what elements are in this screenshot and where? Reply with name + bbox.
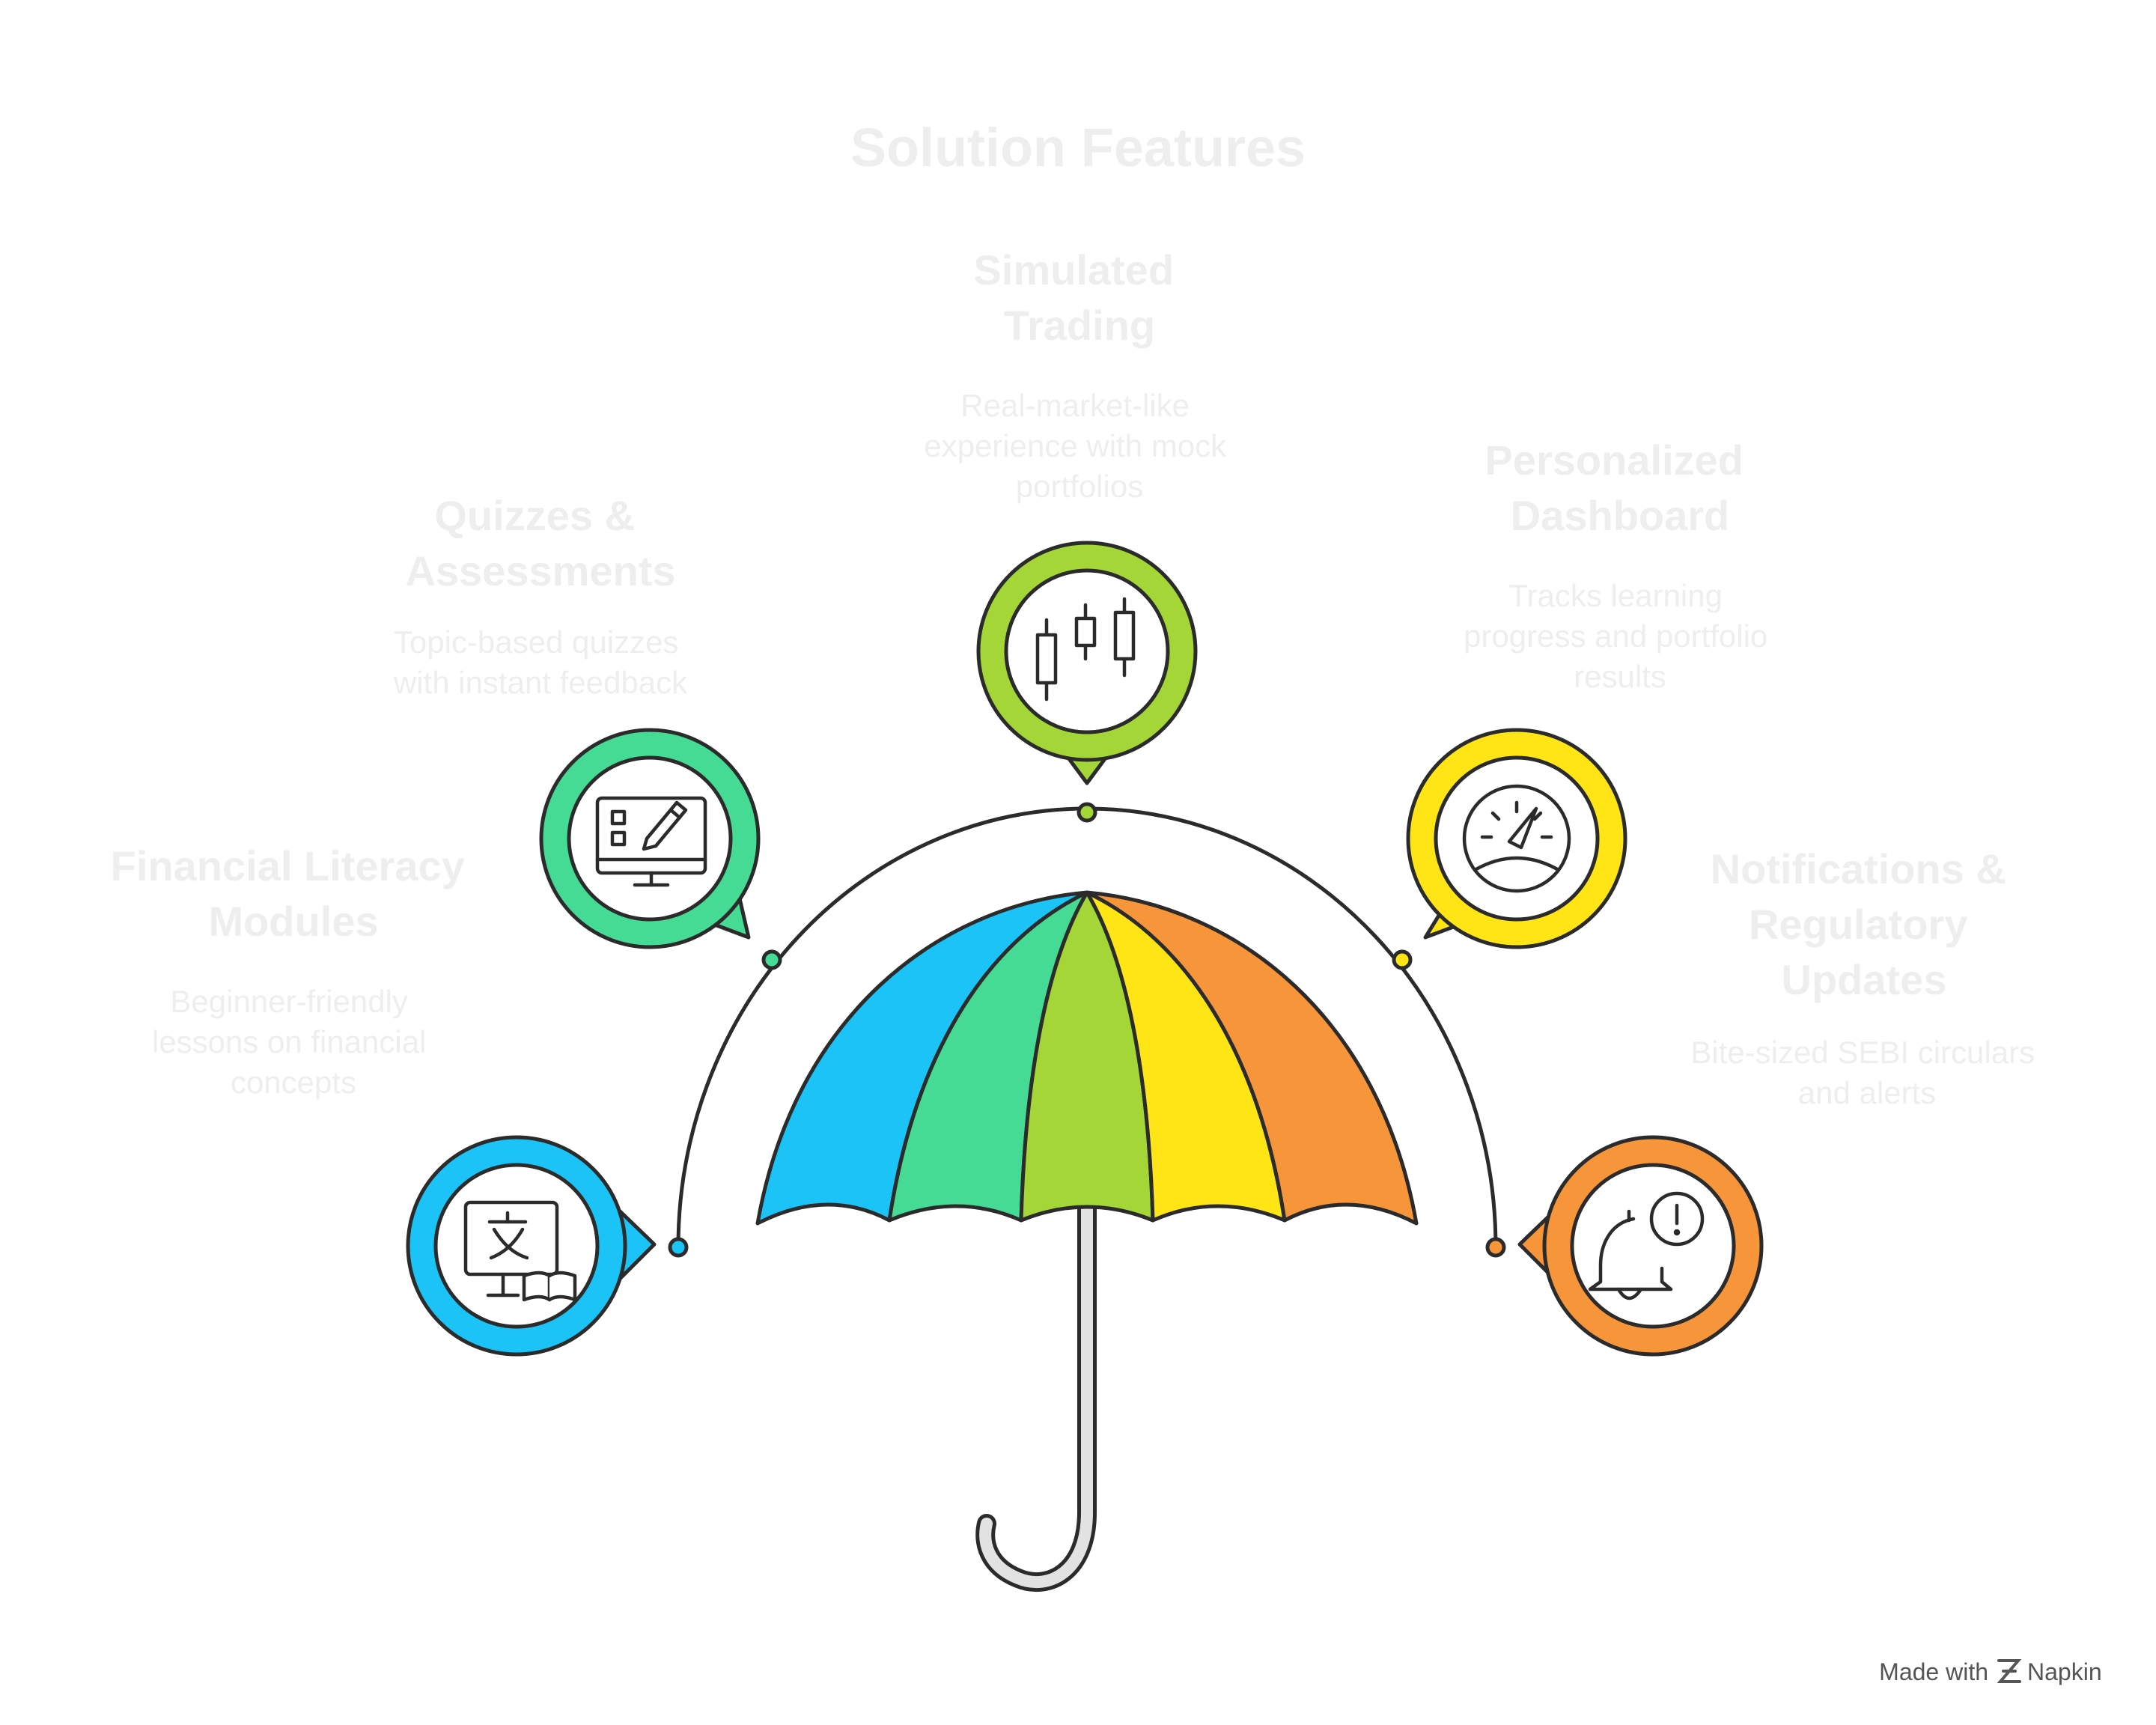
marker-notifications [1517, 1135, 1764, 1357]
candlestick-chart-icon [1035, 597, 1136, 702]
feature-description: Bite-sized SEBI circulars and alerts [1690, 1035, 2043, 1110]
made-with-napkin-badge[interactable]: Made with Napkin [1879, 1658, 2101, 1685]
marker-financial-literacy [406, 1135, 657, 1357]
feature-description: Tracks learning progress and portfolio r… [1464, 578, 1776, 694]
feature-title: Quizzes & Assessments [405, 492, 675, 594]
feature-title: Notifications & Regulatory Updates [1711, 845, 2018, 1003]
feature-notifications: Notifications & Regulatory Updates Bite-… [1690, 845, 2043, 1110]
feature-financial-literacy: Financial Literacy Modules Beginner-frie… [111, 842, 477, 1100]
quiz-monitor-icon [595, 796, 707, 887]
feature-title: Simulated Trading [973, 246, 1185, 349]
arc-dot-simulated-trading [1077, 802, 1097, 823]
arc-dot-notifications [1485, 1237, 1506, 1258]
made-with-label: Made with [1879, 1658, 1988, 1685]
umbrella-handle [975, 1177, 1097, 1592]
feature-personalized-dashboard: Personalized Dashboard Tracks learning p… [1464, 436, 1776, 694]
feature-title: Personalized Dashboard [1484, 436, 1755, 539]
feature-simulated-trading: Simulated Trading Real-market-like exper… [924, 246, 1235, 504]
napkin-logo-icon [1997, 1659, 2022, 1683]
speedometer-icon [1462, 784, 1571, 893]
arc-dot-dashboard [1392, 949, 1413, 970]
feature-quizzes: Quizzes & Assessments Topic-based quizze… [393, 492, 688, 700]
feature-description: Topic-based quizzes with instant feedbac… [393, 624, 688, 700]
feature-description: Real-market-like experience with mock po… [924, 388, 1235, 504]
feature-title: Financial Literacy Modules [111, 842, 477, 945]
brand-name: Napkin [2027, 1658, 2102, 1685]
arc-dot-quizzes [761, 949, 782, 970]
marker-simulated-trading [976, 541, 1198, 785]
umbrella-panel-orange [1085, 890, 1419, 1226]
bell-alert-icon [1588, 1191, 1705, 1300]
translate-book-icon [463, 1200, 577, 1302]
arc-dot-financial-literacy [668, 1237, 689, 1258]
marker-quizzes [539, 728, 761, 949]
diagram-title: Solution Features [850, 118, 1306, 178]
marker-personalized-dashboard [1406, 728, 1627, 949]
feature-description: Beginner-friendly lessons on financial c… [152, 984, 435, 1100]
umbrella-canopy [755, 890, 1419, 1226]
